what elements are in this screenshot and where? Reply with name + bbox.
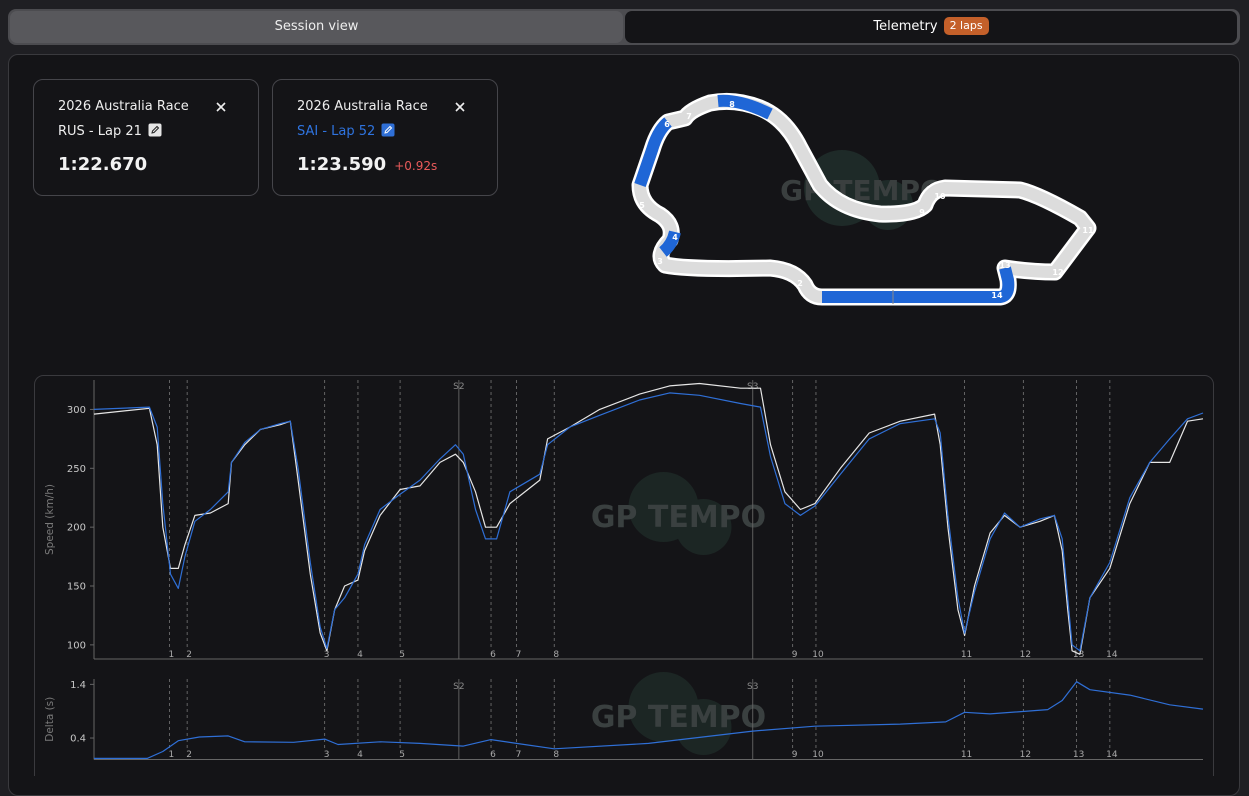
corner-label: 2 xyxy=(186,650,192,660)
lap-gap: +0.92s xyxy=(394,159,438,173)
corner-label: 4 xyxy=(357,750,363,760)
corner-label: 10 xyxy=(934,192,946,201)
corner-label: 13 xyxy=(1073,750,1084,760)
tab-bar: Session view Telemetry 2 laps xyxy=(8,9,1240,45)
edit-icon[interactable] xyxy=(148,123,162,137)
corner-label: 4 xyxy=(672,233,678,242)
corner-label: 11 xyxy=(961,650,972,660)
corner-label: 7 xyxy=(686,112,692,121)
track-segment xyxy=(822,266,1015,303)
y-tick-label: 200 xyxy=(67,523,86,534)
lap-event: 2026 Australia Race xyxy=(297,99,428,114)
lap-time: 1:23.590 xyxy=(297,154,387,175)
corner-label: 12 xyxy=(1052,268,1063,277)
corner-label: 4 xyxy=(357,650,363,660)
edit-icon[interactable] xyxy=(381,123,395,137)
lap-time: 1:22.670 xyxy=(58,154,148,175)
corner-label: 14 xyxy=(1106,750,1118,760)
y-axis-title: Speed (km/h) xyxy=(44,484,56,555)
series-line xyxy=(94,681,1204,759)
y-tick-label: 100 xyxy=(67,640,86,651)
track-segment xyxy=(717,94,773,120)
corner-label: 10 xyxy=(812,650,824,660)
corner-label: 5 xyxy=(639,201,645,210)
y-axis-title: Delta (s) xyxy=(44,697,56,742)
corner-label: 14 xyxy=(991,291,1003,300)
corner-labels: 2 3 4 5 6 7 8 9 10 11 12 13 14 xyxy=(639,100,1094,300)
corner-label: 8 xyxy=(729,100,735,109)
close-icon[interactable] xyxy=(216,102,226,112)
corner-label: 13 xyxy=(999,261,1010,270)
corner-label: 5 xyxy=(399,750,405,760)
corner-label: 2 xyxy=(186,750,192,760)
watermark-circle xyxy=(675,699,732,755)
corner-label: 3 xyxy=(324,750,330,760)
track xyxy=(634,95,1094,303)
telemetry-tab[interactable]: Telemetry 2 laps xyxy=(625,11,1237,43)
tab-label: Session view xyxy=(274,19,359,34)
tab-label: Telemetry xyxy=(873,19,938,34)
watermark-circle xyxy=(675,499,732,555)
corner-label: 9 xyxy=(919,208,925,217)
corner-label: 12 xyxy=(1020,750,1031,760)
corner-label: 7 xyxy=(516,650,522,660)
corner-label: 14 xyxy=(1106,650,1118,660)
chart-watermark: GP TEMPO xyxy=(591,500,766,535)
page: { "tabs": [{"label": "Session view"}, {"… xyxy=(8,9,1240,796)
session-tab[interactable]: Session view xyxy=(10,11,623,43)
corner-label: 5 xyxy=(399,650,405,660)
corner-label: 1 xyxy=(169,650,175,660)
corner-label: 12 xyxy=(1020,650,1031,660)
lap-driver: SAI - Lap 52 xyxy=(297,124,376,139)
sector-label: S2 xyxy=(453,382,464,392)
sector-label: S3 xyxy=(747,682,758,692)
track-segment xyxy=(659,230,681,257)
corner-label: 1 xyxy=(169,750,175,760)
lap-time-row: 1:22.670 xyxy=(58,154,147,175)
lap-time-row: 1:23.590 +0.92s xyxy=(297,154,437,175)
corner-label: 6 xyxy=(490,750,496,760)
corner-label: 2 xyxy=(797,279,803,288)
lap-driver: RUS - Lap 21 xyxy=(58,124,142,139)
corner-label: 10 xyxy=(812,750,824,760)
laps-badge: 2 laps xyxy=(943,17,989,35)
y-tick-label: 300 xyxy=(67,405,86,416)
corner-label: 3 xyxy=(657,257,663,266)
corner-label: 6 xyxy=(490,650,496,660)
lap-card: 2026 Australia Race RUS - Lap 21 1:22.67… xyxy=(33,79,259,196)
lap-card: 2026 Australia Race SAI - Lap 52 1:23.59… xyxy=(272,79,498,196)
sector-label: S2 xyxy=(453,682,464,692)
corner-label: 8 xyxy=(553,750,559,760)
corner-label: 6 xyxy=(664,120,670,129)
corner-label: 11 xyxy=(1082,226,1094,235)
corner-label: 3 xyxy=(324,650,330,660)
series-line xyxy=(93,392,1204,652)
sector-label: S3 xyxy=(747,382,758,392)
lap-driver-row: SAI - Lap 52 xyxy=(297,123,395,139)
corner-label: 8 xyxy=(553,650,559,660)
corner-label: 9 xyxy=(792,750,798,760)
corner-label: 13 xyxy=(1073,650,1084,660)
corner-label: 11 xyxy=(961,750,972,760)
lap-driver-row: RUS - Lap 21 xyxy=(58,123,162,139)
y-tick-label: 250 xyxy=(67,464,86,475)
y-tick-label: 150 xyxy=(67,582,86,593)
track-segment xyxy=(634,117,672,187)
corner-label: 9 xyxy=(792,650,798,660)
y-tick-label: 1.4 xyxy=(70,680,86,691)
lap-event: 2026 Australia Race xyxy=(58,99,189,114)
y-tick-label: 0.4 xyxy=(70,734,86,745)
chart-frame xyxy=(34,375,1214,776)
corner-label: 7 xyxy=(516,750,522,760)
close-icon[interactable] xyxy=(455,102,465,112)
chart-watermark: GP TEMPO xyxy=(591,700,766,735)
